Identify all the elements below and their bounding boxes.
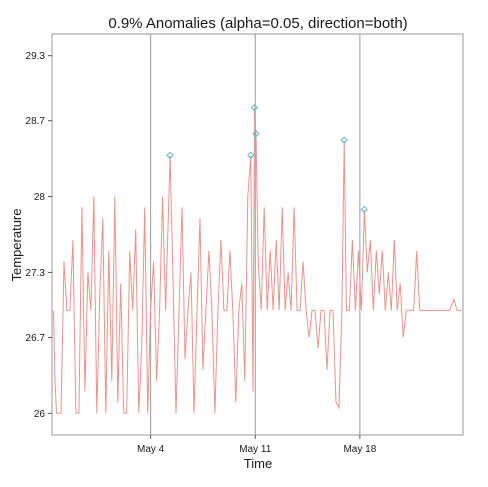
- y-tick-label: 28: [34, 192, 46, 203]
- y-axis-label: Temperature: [9, 209, 24, 282]
- x-tick-label: May 4: [137, 444, 165, 455]
- anomaly-point: [252, 130, 260, 138]
- y-tick-label: 26.7: [26, 333, 46, 344]
- x-tick-label: May 18: [343, 444, 376, 455]
- y-axis: 26 26.7 27.3 28 28.7 29.3: [26, 51, 52, 420]
- y-tick-label: 26: [34, 409, 46, 420]
- x-axis: May 4 May 11 May 18: [137, 435, 377, 455]
- x-axis-label: Time: [244, 456, 272, 471]
- series-line: [53, 107, 462, 414]
- y-tick-label: 28.7: [26, 116, 46, 127]
- anomaly-point: [340, 136, 348, 144]
- y-tick-label: 29.3: [26, 51, 46, 62]
- anomaly-point: [166, 151, 174, 160]
- anomaly-point: [250, 103, 259, 112]
- anomaly-point: [247, 151, 255, 160]
- y-tick-label: 27.3: [26, 268, 46, 279]
- plot-frame: [51, 33, 464, 436]
- anomaly-markers: [166, 103, 369, 214]
- x-tick-label: May 11: [239, 444, 271, 455]
- chart-title: 0.9% Anomalies (alpha=0.05, direction=bo…: [108, 15, 407, 32]
- anomaly-point: [360, 205, 369, 214]
- series-line-group: [53, 107, 462, 414]
- grid-lines: [150, 34, 361, 435]
